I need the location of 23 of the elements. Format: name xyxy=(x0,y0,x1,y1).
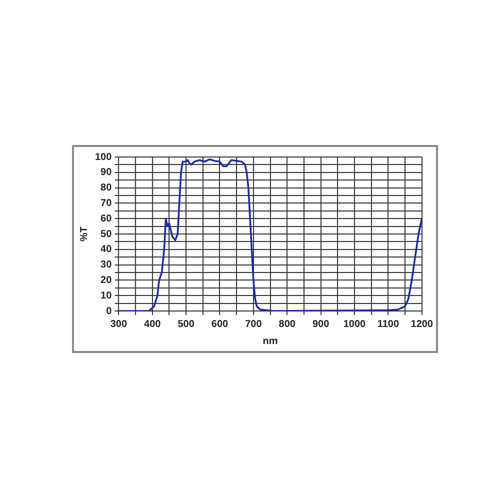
y-tick-label: 10 xyxy=(100,290,112,302)
y-tick-label: 30 xyxy=(100,260,112,271)
y-tick-label: 40 xyxy=(100,244,112,256)
x-tick-label: 1200 xyxy=(410,318,434,330)
y-tick-label: 100 xyxy=(94,152,112,163)
x-tick-label: 1000 xyxy=(343,318,366,330)
y-axis-title: %T xyxy=(78,226,90,242)
x-tick-label: 1100 xyxy=(377,318,400,330)
y-tick-label: 80 xyxy=(100,182,112,194)
x-tick-label: 400 xyxy=(144,318,162,330)
y-tick-label: 60 xyxy=(100,213,112,224)
y-tick-label: 20 xyxy=(100,274,112,286)
y-tick-label: 50 xyxy=(100,228,112,240)
y-tick-label: 90 xyxy=(100,167,112,178)
x-tick-label: 500 xyxy=(178,318,195,330)
x-tick-label: 700 xyxy=(245,318,262,330)
x-axis-title: nm xyxy=(262,336,278,347)
x-tick-label: 800 xyxy=(278,318,296,330)
y-tick-label: 0 xyxy=(106,306,112,317)
x-tick-label: 900 xyxy=(312,318,330,330)
x-tick-label: 600 xyxy=(211,318,229,330)
y-tick-label: 70 xyxy=(100,198,112,209)
x-tick-label: 300 xyxy=(110,318,128,330)
